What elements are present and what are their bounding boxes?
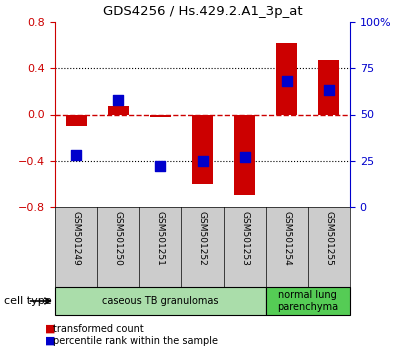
Text: GDS4256 / Hs.429.2.A1_3p_at: GDS4256 / Hs.429.2.A1_3p_at <box>103 5 302 18</box>
Text: caseous TB granulomas: caseous TB granulomas <box>102 296 219 306</box>
Point <box>242 154 248 160</box>
Text: GSM501252: GSM501252 <box>198 211 207 266</box>
Text: normal lung
parenchyma: normal lung parenchyma <box>277 290 338 312</box>
Bar <box>108 107 129 114</box>
Text: GSM501255: GSM501255 <box>324 211 334 266</box>
Text: GSM501249: GSM501249 <box>72 211 80 266</box>
Point <box>326 88 332 93</box>
Bar <box>192 114 213 184</box>
Point <box>73 152 79 158</box>
Point <box>115 97 122 103</box>
Text: GSM501251: GSM501251 <box>156 211 165 266</box>
Text: ■: ■ <box>45 324 56 334</box>
Bar <box>276 43 297 114</box>
Bar <box>66 114 87 126</box>
Text: percentile rank within the sample: percentile rank within the sample <box>53 336 218 346</box>
Bar <box>266 287 350 315</box>
Bar <box>234 114 255 195</box>
Point <box>284 78 290 84</box>
Text: ■: ■ <box>45 336 56 346</box>
Text: transformed count: transformed count <box>53 324 144 334</box>
Text: GSM501250: GSM501250 <box>114 211 123 266</box>
Bar <box>150 114 171 117</box>
Text: GSM501254: GSM501254 <box>282 211 291 266</box>
Point <box>199 158 206 164</box>
Point <box>157 164 164 169</box>
Text: GSM501253: GSM501253 <box>240 211 249 266</box>
Text: cell type: cell type <box>4 296 52 306</box>
Bar <box>318 60 340 114</box>
Bar <box>55 287 266 315</box>
